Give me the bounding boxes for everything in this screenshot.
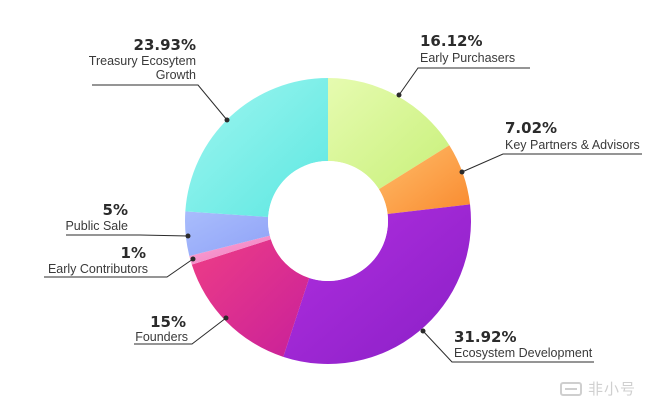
leader-dot-ecosystem-development (420, 328, 426, 334)
leader-line-early-contributors (44, 258, 194, 278)
slice-early-purchasers (328, 78, 450, 190)
slice-label-key-partners: Key Partners & Advisors (505, 138, 640, 152)
leader-line-ecosystem-development (422, 330, 594, 363)
leader-line-key-partners (461, 153, 642, 173)
donut-hole (268, 161, 388, 281)
slice-percent-key-partners: 7.02% (505, 119, 557, 137)
leader-dot-early-contributors (190, 256, 196, 262)
watermark-text: 非小号 (587, 380, 636, 398)
leader-dot-key-partners (459, 169, 465, 175)
slice-label-ecosystem-development: Ecosystem Development (454, 346, 593, 360)
leader-dot-early-purchasers (396, 92, 402, 98)
slice-treasury-ecosytem-growth (185, 78, 328, 217)
watermark: 非小号 (559, 378, 636, 399)
slice-ecosystem-development (283, 204, 471, 364)
slice-label-early-purchasers: Early Purchasers (420, 51, 515, 65)
slice-percent-treasury: 23.93% (134, 36, 196, 54)
annotation-early-contributors: 1% Early Contributors (44, 244, 196, 278)
slice-percent-ecosystem-development: 31.92% (454, 328, 516, 346)
leader-line-early-purchasers (398, 67, 530, 96)
annotation-treasury: 23.93% Treasury Ecosytem Growth (89, 36, 230, 123)
annotation-founders: 15% Founders (134, 313, 229, 345)
leader-line-public-sale (66, 234, 189, 237)
slice-label-public-sale: Public Sale (65, 219, 128, 233)
annotation-ecosystem-development: 31.92% Ecosystem Development (420, 328, 594, 363)
slice-label-early-contributors: Early Contributors (48, 262, 148, 276)
slice-founders (191, 239, 310, 357)
slice-percent-early-contributors: 1% (121, 244, 146, 262)
leader-dot-public-sale (185, 233, 191, 239)
annotation-key-partners: 7.02% Key Partners & Advisors (459, 119, 642, 175)
leader-line-founders (134, 317, 227, 345)
annotation-public-sale: 5% Public Sale (65, 201, 191, 239)
slice-percent-founders: 15% (150, 313, 186, 331)
leader-dot-founders (223, 315, 229, 321)
slice-percent-early-purchasers: 16.12% (420, 32, 482, 50)
slice-label-treasury-line1: Treasury Ecosytem (89, 54, 196, 68)
annotation-early-purchasers: 16.12% Early Purchasers (396, 32, 530, 98)
leader-line-treasury (92, 84, 228, 121)
slice-label-treasury-line2: Growth (156, 68, 196, 82)
leader-dot-treasury (224, 117, 230, 123)
slice-label-founders: Founders (135, 330, 188, 344)
exchange-logo-icon (559, 381, 582, 396)
slice-percent-public-sale: 5% (103, 201, 128, 219)
slice-public-sale (185, 211, 270, 256)
slice-early-contributors (189, 235, 271, 265)
slice-key-partners-advisors (378, 145, 471, 215)
